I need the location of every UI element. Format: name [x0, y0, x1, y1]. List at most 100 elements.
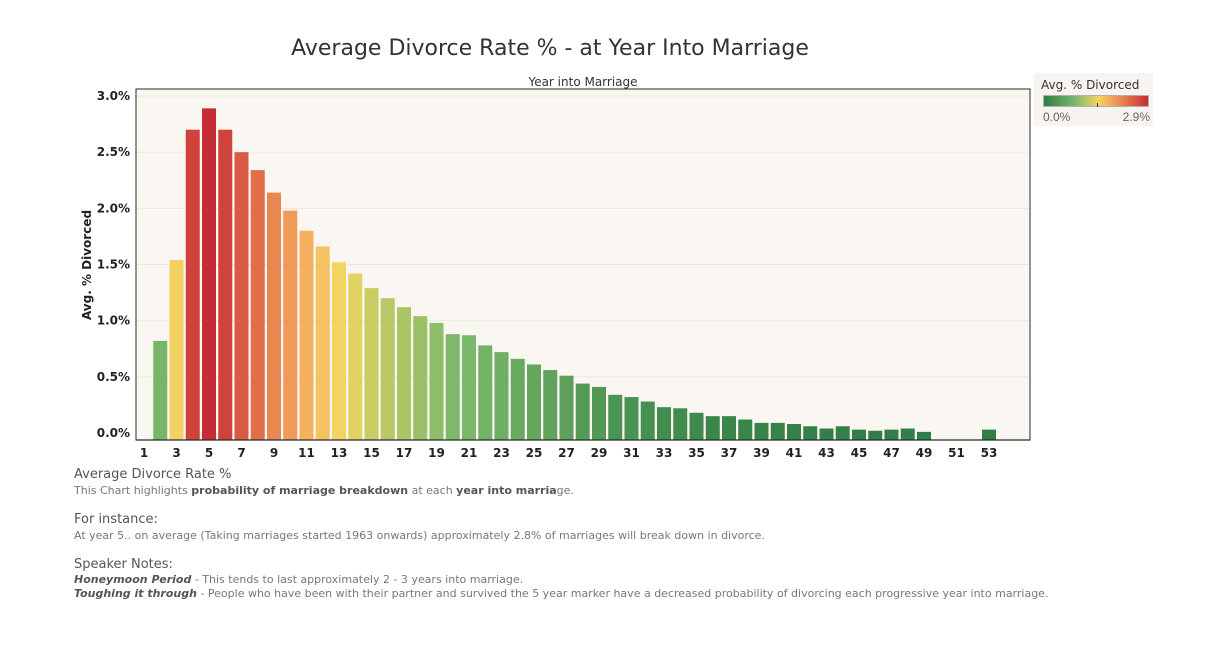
y-tick-label: 1.5%	[97, 258, 130, 272]
chart-title: Average Divorce Rate % - at Year Into Ma…	[291, 36, 809, 61]
bar-year-39	[754, 422, 769, 440]
x-tick-label: 51	[948, 446, 965, 460]
bar-year-20	[445, 334, 460, 440]
x-tick-label: 23	[493, 446, 510, 460]
x-tick-label: 17	[396, 446, 413, 460]
bar-year-9	[267, 192, 281, 440]
column-header: Year into Marriage	[527, 75, 637, 89]
y-tick-label: 0.5%	[97, 370, 130, 384]
bar-year-3	[169, 260, 184, 440]
bar-year-42	[803, 426, 818, 440]
bar-year-18	[413, 316, 428, 440]
x-tick-label: 7	[237, 446, 245, 460]
x-tick-label: 19	[428, 446, 445, 460]
x-tick-label: 47	[883, 446, 900, 460]
notes-honeymoon-line: Honeymoon Period - This tends to last ap…	[74, 573, 524, 586]
legend-min-label: 0.0%	[1043, 110, 1071, 124]
chart-notes: Average Divorce Rate % This Chart highli…	[74, 467, 1174, 615]
bar-year-4	[185, 129, 200, 440]
bar-year-5	[202, 108, 216, 441]
x-tick-label: 25	[526, 446, 543, 460]
notes-heading-summary: Average Divorce Rate %	[74, 467, 232, 482]
bar-year-10	[283, 210, 298, 440]
x-tick-label: 41	[786, 446, 803, 460]
y-tick-label: 3.0%	[97, 89, 130, 103]
notes-instance-line: At year 5.. on average (Taking marriages…	[74, 529, 765, 542]
bar-year-32	[640, 401, 655, 440]
x-tick-label: 15	[363, 446, 380, 460]
bar-year-45	[852, 429, 866, 440]
bar-year-30	[608, 394, 623, 440]
x-tick-label: 53	[981, 446, 998, 460]
x-tick-label: 43	[818, 446, 835, 460]
bar-year-27	[559, 375, 574, 440]
bar-year-23	[494, 352, 509, 440]
y-tick-label: 0.0%	[97, 426, 130, 440]
x-tick-label: 33	[656, 446, 673, 460]
legend-gradient-bar	[1043, 95, 1149, 107]
bar-year-16	[380, 298, 395, 440]
bar-year-22	[478, 345, 493, 440]
bar-year-35	[689, 412, 704, 440]
color-legend: Avg. % Divorced 0.0% 2.9%	[1034, 73, 1153, 126]
x-tick-label: 39	[753, 446, 770, 460]
x-tick-label: 35	[688, 446, 705, 460]
bar-year-29	[592, 386, 606, 440]
bar-year-34	[673, 408, 688, 440]
y-axis-label: Avg. % Divorced	[80, 210, 94, 320]
x-tick-label: 1	[140, 446, 148, 460]
x-tick-label: 11	[298, 446, 315, 460]
bar-year-48	[900, 428, 915, 440]
bar-year-14	[348, 273, 363, 440]
bar-year-43	[819, 428, 834, 440]
bar-year-37	[722, 416, 736, 440]
notes-heading-speaker: Speaker Notes:	[74, 557, 173, 572]
bar-year-31	[624, 397, 639, 440]
bar-year-44	[835, 426, 850, 440]
x-tick-label: 3	[172, 446, 180, 460]
bar-year-47	[884, 429, 899, 440]
bar-year-2	[153, 340, 168, 440]
bar-year-6	[218, 129, 233, 440]
legend-title: Avg. % Divorced	[1041, 78, 1140, 92]
bar-year-49	[917, 431, 931, 440]
bar-year-25	[527, 364, 541, 440]
bar-year-24	[510, 358, 525, 440]
notes-summary-line: This Chart highlights probability of mar…	[74, 484, 574, 497]
legend-tick	[1097, 103, 1098, 107]
y-tick-label: 2.0%	[97, 201, 130, 215]
y-tick-label: 1.0%	[97, 314, 130, 328]
bar-year-40	[770, 422, 785, 440]
bars	[153, 108, 996, 441]
bar-year-7	[234, 152, 249, 440]
x-tick-label: 29	[591, 446, 608, 460]
x-tick-label: 21	[461, 446, 478, 460]
bar-year-46	[868, 430, 883, 440]
x-axis-ticks: 1 3 5 7 9 11 13 15 17 19 21 23 25 27 29 31 33 35 37 39 41 43 4…	[140, 446, 998, 460]
bar-year-11	[299, 230, 314, 440]
x-tick-label: 5	[205, 446, 213, 460]
x-tick-label: 27	[558, 446, 575, 460]
bar-year-33	[657, 407, 671, 440]
bar-year-15	[364, 288, 379, 440]
notes-toughing-line: Toughing it through - People who have be…	[74, 587, 1049, 600]
x-tick-label: 13	[331, 446, 348, 460]
bar-year-12	[315, 246, 330, 440]
x-tick-label: 37	[721, 446, 738, 460]
bar-year-28	[575, 383, 590, 440]
y-tick-label: 2.5%	[97, 145, 130, 159]
bar-year-21	[462, 335, 476, 440]
x-tick-label: 9	[270, 446, 278, 460]
bar-year-26	[543, 370, 558, 440]
bar-year-41	[787, 424, 801, 440]
bar-year-17	[397, 307, 411, 440]
bar-year-13	[332, 262, 346, 440]
notes-heading-instance: For instance:	[74, 512, 158, 527]
legend-max-label: 2.9%	[1122, 110, 1150, 124]
y-axis-ticks: 0.0% 0.5% 1.0% 1.5% 2.0% 2.5% 3.0%	[97, 89, 130, 440]
bar-year-38	[738, 419, 753, 440]
bar-year-8	[250, 170, 265, 440]
x-tick-label: 49	[916, 446, 933, 460]
bar-year-36	[705, 416, 720, 440]
